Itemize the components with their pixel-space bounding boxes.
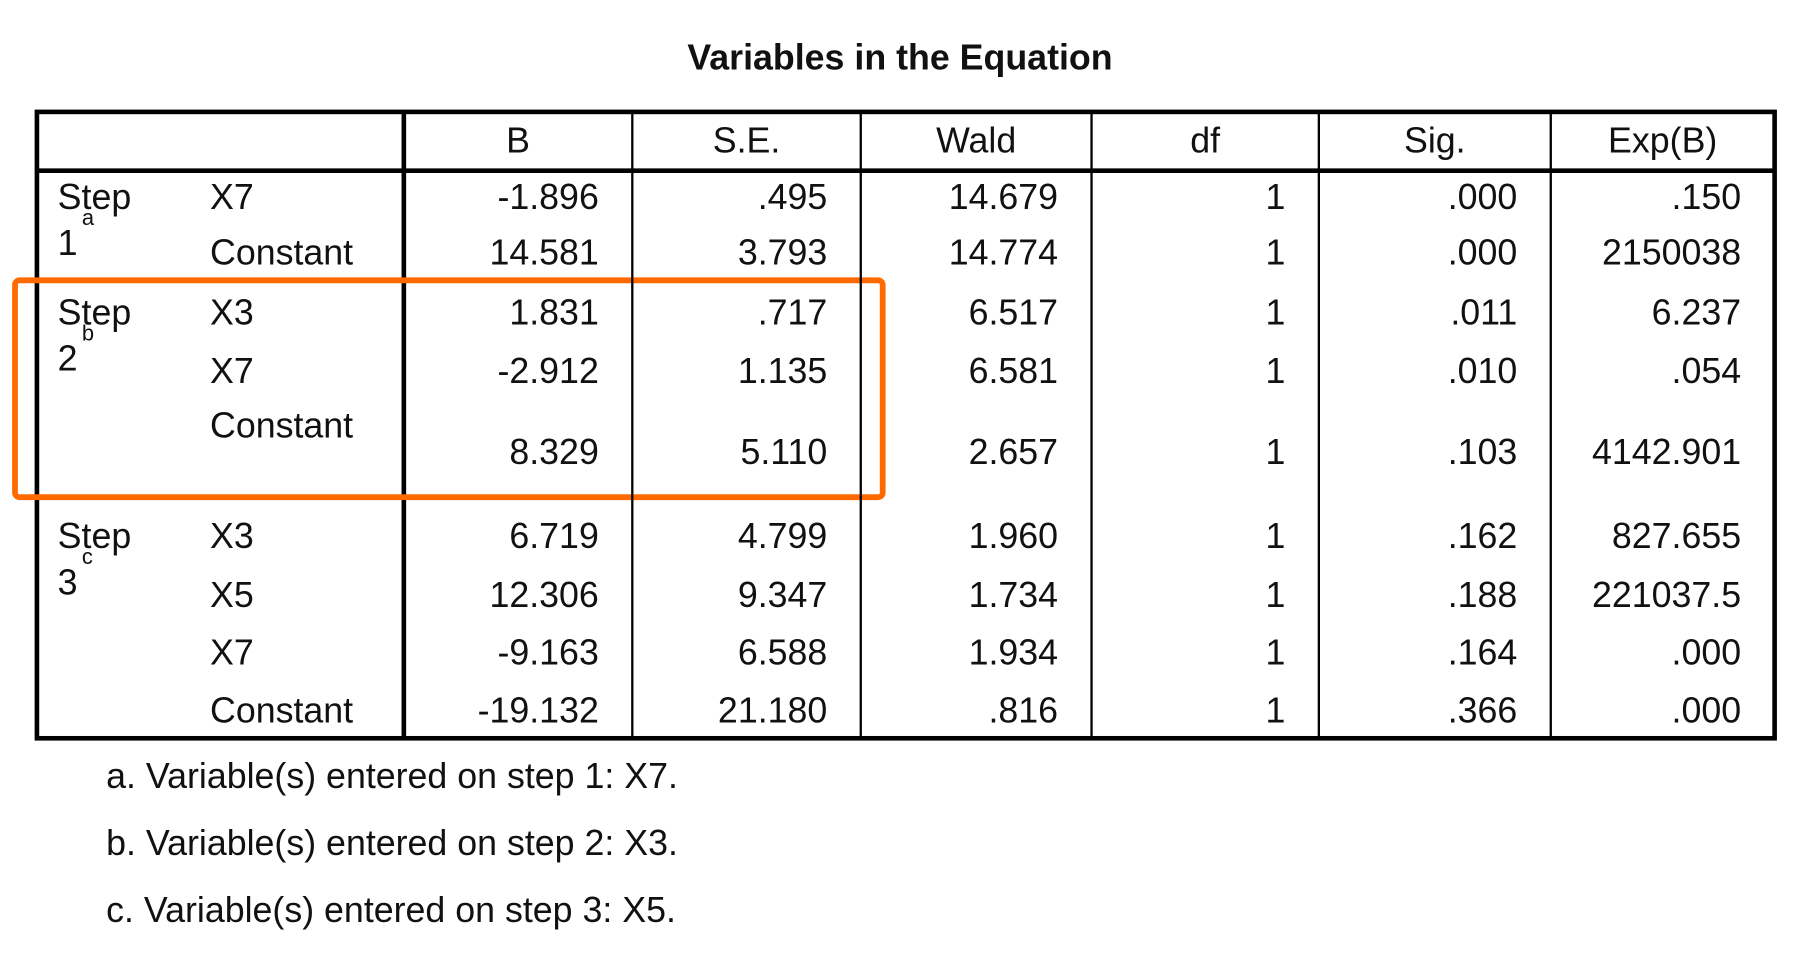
cell-value: 827.655 bbox=[1612, 516, 1741, 556]
variable-name: X3 bbox=[210, 292, 254, 332]
variable-name: X7 bbox=[210, 351, 254, 391]
cell-value: 1.135 bbox=[738, 351, 827, 391]
cell-value: 2150038 bbox=[1602, 232, 1741, 272]
cell-value: .000 bbox=[1672, 633, 1742, 673]
cell-value: 14.679 bbox=[949, 177, 1058, 217]
cell-value: 1 bbox=[1265, 351, 1285, 391]
cell-value: 1 bbox=[1265, 232, 1285, 272]
cell-value: 5.110 bbox=[740, 432, 827, 472]
step-label: Step bbox=[58, 516, 132, 556]
cell-value: 1.734 bbox=[969, 575, 1058, 615]
cell-value: 1 bbox=[1265, 292, 1285, 332]
cell-value: 221037.5 bbox=[1592, 575, 1741, 615]
cell-value: -1.896 bbox=[497, 177, 598, 217]
cell-value: .054 bbox=[1672, 351, 1742, 391]
table-title: Variables in the Equation bbox=[687, 37, 1112, 77]
cell-value: 6.719 bbox=[509, 516, 598, 556]
column-header: B bbox=[506, 120, 530, 160]
cell-value: 1 bbox=[1265, 177, 1285, 217]
column-header: Exp(B) bbox=[1608, 120, 1717, 160]
footnote-marker: c bbox=[82, 544, 93, 569]
column-header: Sig. bbox=[1404, 120, 1466, 160]
cell-value: -19.132 bbox=[478, 690, 599, 730]
cell-value: 14.581 bbox=[489, 232, 598, 272]
cell-value: 1 bbox=[1265, 432, 1285, 472]
cell-value: .495 bbox=[758, 177, 828, 217]
cell-value: 14.774 bbox=[949, 232, 1058, 272]
cell-value: .011 bbox=[1450, 292, 1517, 332]
cell-value: 2.657 bbox=[969, 432, 1058, 472]
cell-value: 1.934 bbox=[969, 633, 1058, 673]
variable-name: X7 bbox=[210, 177, 254, 217]
cell-value: .010 bbox=[1448, 351, 1518, 391]
variable-name: Constant bbox=[210, 232, 353, 272]
cell-value: .188 bbox=[1448, 575, 1518, 615]
footnote-marker: a bbox=[82, 205, 95, 230]
cell-value: 1 bbox=[1265, 633, 1285, 673]
variable-name: X3 bbox=[210, 516, 254, 556]
column-header: S.E. bbox=[713, 120, 781, 160]
cell-value: 21.180 bbox=[718, 690, 827, 730]
cell-value: 9.347 bbox=[738, 575, 827, 615]
cell-value: .103 bbox=[1448, 432, 1518, 472]
step-number: 1 bbox=[58, 223, 78, 263]
variable-name: X5 bbox=[210, 575, 254, 615]
step-number: 2 bbox=[58, 339, 78, 379]
column-header: df bbox=[1190, 120, 1220, 160]
step-number: 3 bbox=[58, 562, 78, 602]
cell-value: 1.831 bbox=[509, 292, 598, 332]
variable-name: Constant bbox=[210, 690, 353, 730]
cell-value: -9.163 bbox=[497, 633, 598, 673]
cell-value: .816 bbox=[988, 690, 1058, 730]
cell-value: 6.581 bbox=[969, 351, 1058, 391]
cell-value: 1 bbox=[1265, 516, 1285, 556]
highlight-box bbox=[12, 277, 886, 501]
cell-value: 1 bbox=[1265, 690, 1285, 730]
cell-value: .366 bbox=[1448, 690, 1518, 730]
variable-name: Constant bbox=[210, 405, 353, 445]
cell-value: 1.960 bbox=[969, 516, 1058, 556]
footnote: b. Variable(s) entered on step 2: X3. bbox=[106, 823, 678, 863]
cell-value: 6.237 bbox=[1652, 292, 1741, 332]
cell-value: 6.517 bbox=[969, 292, 1058, 332]
cell-value: .000 bbox=[1448, 232, 1518, 272]
footnote: a. Variable(s) entered on step 1: X7. bbox=[106, 756, 678, 796]
cell-value: 4142.901 bbox=[1592, 432, 1741, 472]
table-border bbox=[34, 109, 1777, 741]
cell-value: .162 bbox=[1448, 516, 1518, 556]
cell-value: 4.799 bbox=[738, 516, 827, 556]
cell-value: .717 bbox=[758, 292, 828, 332]
cell-value: .164 bbox=[1448, 633, 1518, 673]
column-header: Wald bbox=[936, 120, 1016, 160]
cell-value: 12.306 bbox=[489, 575, 598, 615]
cell-value: 3.793 bbox=[738, 232, 827, 272]
variable-name: X7 bbox=[210, 633, 254, 673]
cell-value: -2.912 bbox=[497, 351, 598, 391]
cell-value: .150 bbox=[1672, 177, 1742, 217]
cell-value: 6.588 bbox=[738, 633, 827, 673]
cell-value: 8.329 bbox=[509, 432, 598, 472]
footnote: c. Variable(s) entered on step 3: X5. bbox=[106, 890, 676, 930]
cell-value: .000 bbox=[1448, 177, 1518, 217]
cell-value: 1 bbox=[1265, 575, 1285, 615]
footnote-marker: b bbox=[82, 320, 94, 345]
step-label: Step bbox=[58, 177, 132, 217]
step-label: Step bbox=[58, 292, 132, 332]
cell-value: .000 bbox=[1672, 690, 1742, 730]
